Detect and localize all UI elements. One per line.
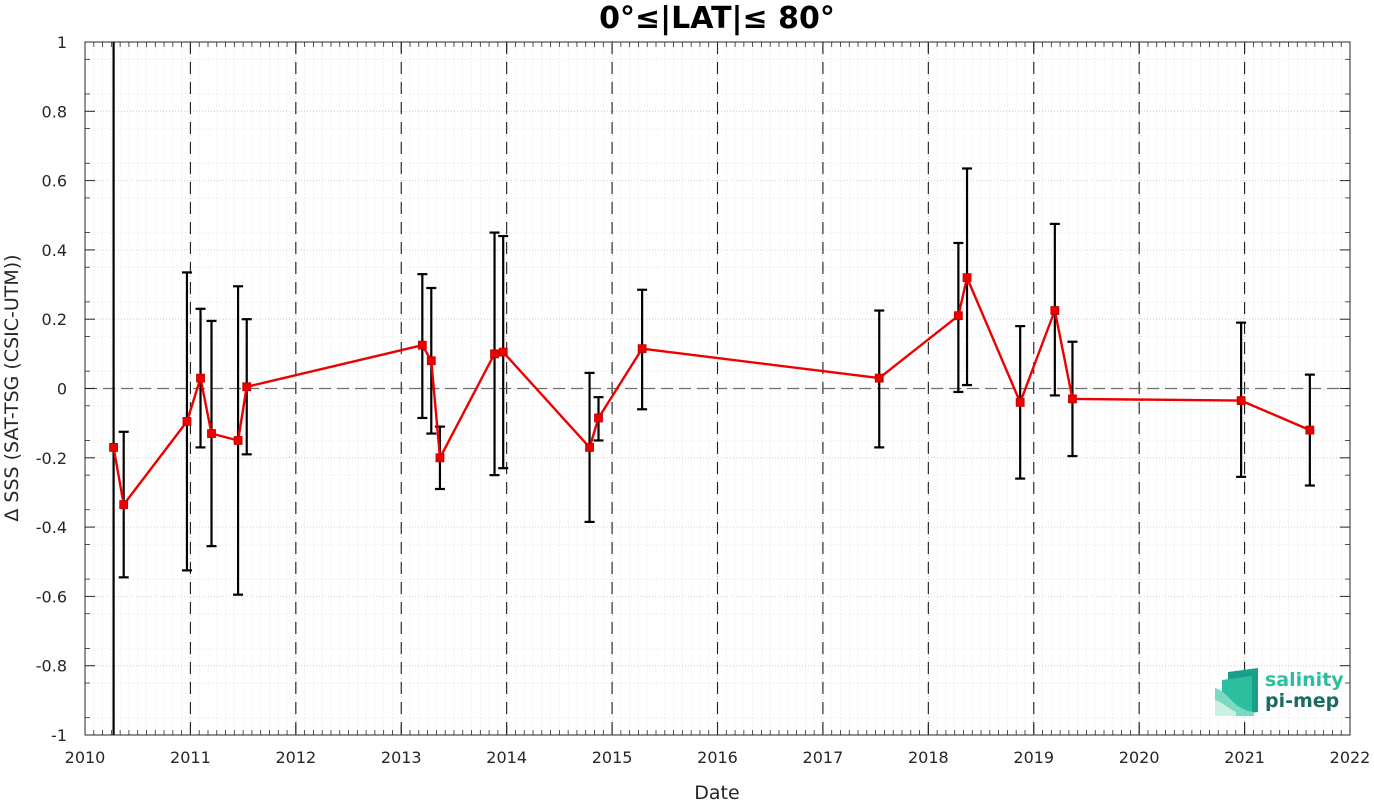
- data-point-marker: [962, 273, 972, 283]
- x-tick-labels: 2010 2011 2012 2013 2014 2015 2016 2017 2018 2019…: [65, 748, 1371, 767]
- y-tick-label: 0.6: [42, 172, 67, 191]
- data-point-marker: [426, 356, 436, 366]
- y-tick-label: -0.6: [36, 587, 67, 606]
- y-tick-label: 0.8: [42, 102, 67, 121]
- y-tick-labels: -1 -0.8 -0.6 -0.4 -0.2 0 0.2 0.4 0.6 0.8 1: [36, 33, 67, 745]
- data-point-marker: [1236, 396, 1246, 406]
- x-tick-label: 2018: [908, 748, 949, 767]
- y-tick-label: -0.2: [36, 449, 67, 468]
- x-tick-label: 2022: [1330, 748, 1371, 767]
- data-point-marker: [498, 347, 508, 357]
- x-tick-label: 2014: [486, 748, 527, 767]
- x-tick-label: 2011: [170, 748, 211, 767]
- y-tick-label: -1: [51, 726, 67, 745]
- axis-ticks: [84, 41, 1351, 736]
- x-tick-label: 2016: [697, 748, 738, 767]
- data-point-marker: [242, 382, 252, 392]
- logo-waves-icon: [1215, 668, 1258, 716]
- x-tick-label: 2010: [65, 748, 106, 767]
- y-tick-label: 0.2: [42, 310, 67, 329]
- data-point-marker: [435, 453, 445, 463]
- x-tick-label: 2013: [381, 748, 422, 767]
- data-point-marker: [585, 443, 594, 452]
- salinity-pi-mep-logo: salinity pi-mep: [1215, 668, 1344, 716]
- data-point-marker: [233, 436, 243, 445]
- y-tick-label: 0.4: [42, 241, 67, 260]
- data-point-marker: [196, 373, 205, 383]
- x-tick-label: 2019: [1013, 748, 1054, 767]
- y-tick-label: 1: [57, 33, 67, 52]
- data-point-marker: [874, 373, 884, 383]
- y-tick-label: -0.8: [36, 657, 67, 676]
- data-point-marker: [637, 344, 647, 354]
- x-tick-label: 2021: [1224, 748, 1265, 767]
- chart-title: 0°≤|LAT|≤ 80°: [599, 1, 835, 36]
- data-point-marker: [1305, 425, 1315, 435]
- data-point-marker: [207, 429, 216, 438]
- data-point-marker: [109, 443, 118, 452]
- data-point-marker: [182, 417, 192, 426]
- data-point-marker: [1050, 306, 1060, 315]
- x-tick-label: 2020: [1119, 748, 1160, 767]
- x-tick-label: 2012: [275, 748, 316, 767]
- y-tick-label: 0: [57, 380, 67, 399]
- data-markers: [109, 273, 1315, 509]
- data-point-marker: [490, 349, 499, 359]
- data-point-marker: [417, 340, 427, 350]
- data-point-marker: [1015, 397, 1025, 407]
- data-point-marker: [953, 311, 963, 321]
- data-point-marker: [594, 413, 603, 423]
- x-tick-label: 2017: [803, 748, 844, 767]
- x-axis-label: Date: [694, 782, 739, 801]
- data-point-marker: [119, 500, 129, 509]
- logo-line-1: salinity: [1265, 669, 1344, 691]
- data-point-marker: [1068, 394, 1077, 404]
- y-tick-label: -0.4: [36, 518, 67, 537]
- y-axis-label: Δ SSS (SAT-TSG (CSIC-UTM)): [1, 254, 23, 521]
- logo-line-2: pi-mep: [1265, 690, 1339, 712]
- x-tick-label: 2015: [592, 748, 633, 767]
- logo-wave-foam: [1215, 700, 1236, 716]
